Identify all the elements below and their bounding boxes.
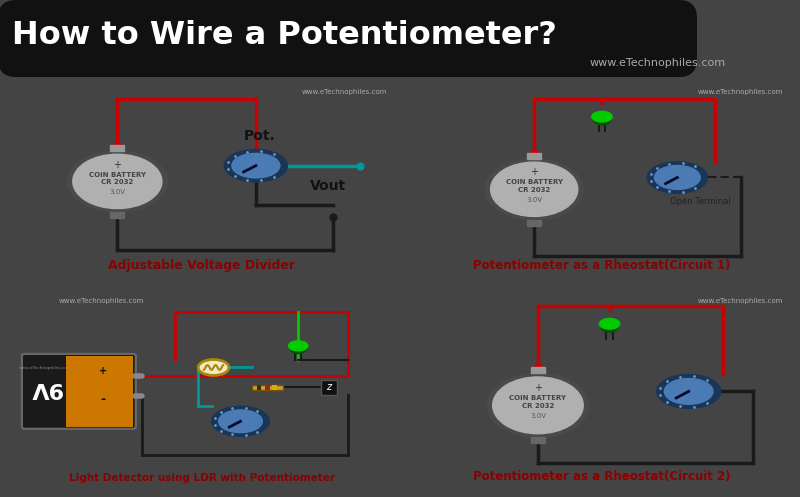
- Text: www.eTechnophiles.com: www.eTechnophiles.com: [698, 298, 783, 304]
- Text: 9V: 9V: [29, 378, 62, 398]
- Ellipse shape: [290, 341, 307, 354]
- Text: Pot.: Pot.: [244, 129, 275, 143]
- Text: 3.0V: 3.0V: [110, 189, 126, 195]
- Bar: [527, 153, 541, 159]
- Text: www.eTechnophiles.com: www.eTechnophiles.com: [19, 366, 72, 370]
- Ellipse shape: [487, 373, 589, 437]
- Ellipse shape: [601, 319, 618, 332]
- Bar: [321, 380, 338, 395]
- Circle shape: [599, 319, 620, 329]
- Text: Open Terminal: Open Terminal: [670, 197, 730, 206]
- Circle shape: [212, 407, 270, 436]
- Text: www.eTechnophiles.com: www.eTechnophiles.com: [59, 298, 144, 304]
- Bar: [272, 385, 277, 390]
- Text: Potentiometer as a Rheostat(Circuit 1): Potentiometer as a Rheostat(Circuit 1): [474, 259, 730, 272]
- Bar: [527, 220, 541, 226]
- Text: Light Detector using LDR with Potentiometer: Light Detector using LDR with Potentiome…: [69, 473, 335, 483]
- Text: COIN BATTERY: COIN BATTERY: [89, 171, 146, 177]
- Text: COIN BATTERY: COIN BATTERY: [506, 179, 562, 185]
- Bar: [110, 212, 124, 218]
- Ellipse shape: [493, 377, 583, 434]
- Text: How to Wire a Potentiometer?: How to Wire a Potentiometer?: [12, 19, 557, 51]
- Text: CR 2032: CR 2032: [102, 179, 134, 185]
- Bar: [66, 355, 133, 427]
- Text: z: z: [326, 382, 331, 393]
- Text: 3.0V: 3.0V: [530, 414, 546, 419]
- Text: 3.0V: 3.0V: [526, 197, 542, 203]
- Ellipse shape: [593, 112, 611, 125]
- Ellipse shape: [67, 151, 167, 212]
- Circle shape: [198, 359, 229, 375]
- Text: Vout: Vout: [310, 179, 346, 193]
- Text: +: +: [530, 167, 538, 177]
- Ellipse shape: [73, 154, 162, 209]
- Circle shape: [654, 166, 700, 189]
- FancyBboxPatch shape: [22, 354, 136, 429]
- Text: COIN BATTERY: COIN BATTERY: [510, 395, 566, 402]
- Bar: [531, 367, 545, 373]
- Text: +: +: [534, 383, 542, 393]
- Text: www.eTechnophiles.com: www.eTechnophiles.com: [590, 58, 726, 68]
- Circle shape: [289, 341, 308, 351]
- Circle shape: [224, 150, 287, 182]
- Text: +: +: [114, 160, 122, 169]
- Circle shape: [647, 162, 707, 193]
- Circle shape: [664, 379, 713, 404]
- Circle shape: [592, 111, 612, 122]
- Text: www.eTechnophiles.com: www.eTechnophiles.com: [698, 89, 783, 95]
- Bar: [257, 385, 262, 390]
- Bar: [265, 385, 270, 390]
- Bar: [252, 385, 283, 390]
- Text: CR 2032: CR 2032: [522, 404, 554, 410]
- Text: -: -: [100, 394, 105, 407]
- Text: Potentiometer as a Rheostat(Circuit 2): Potentiometer as a Rheostat(Circuit 2): [474, 470, 730, 483]
- Ellipse shape: [490, 162, 578, 216]
- Ellipse shape: [485, 159, 583, 220]
- Circle shape: [657, 374, 721, 409]
- Text: Adjustable Voltage Divider: Adjustable Voltage Divider: [109, 259, 295, 272]
- Text: +: +: [98, 366, 106, 376]
- Circle shape: [232, 154, 280, 178]
- FancyBboxPatch shape: [0, 0, 697, 77]
- Text: CR 2032: CR 2032: [518, 187, 550, 193]
- Circle shape: [218, 410, 262, 433]
- Bar: [531, 437, 545, 443]
- Bar: [110, 145, 124, 151]
- Text: www.eTechnophiles.com: www.eTechnophiles.com: [302, 89, 386, 95]
